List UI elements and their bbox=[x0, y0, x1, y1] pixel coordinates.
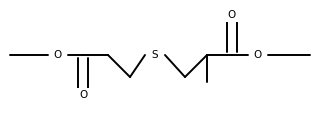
Text: S: S bbox=[152, 50, 158, 60]
Text: O: O bbox=[54, 50, 62, 60]
Text: O: O bbox=[228, 10, 236, 20]
Text: O: O bbox=[79, 90, 87, 100]
Text: O: O bbox=[254, 50, 262, 60]
